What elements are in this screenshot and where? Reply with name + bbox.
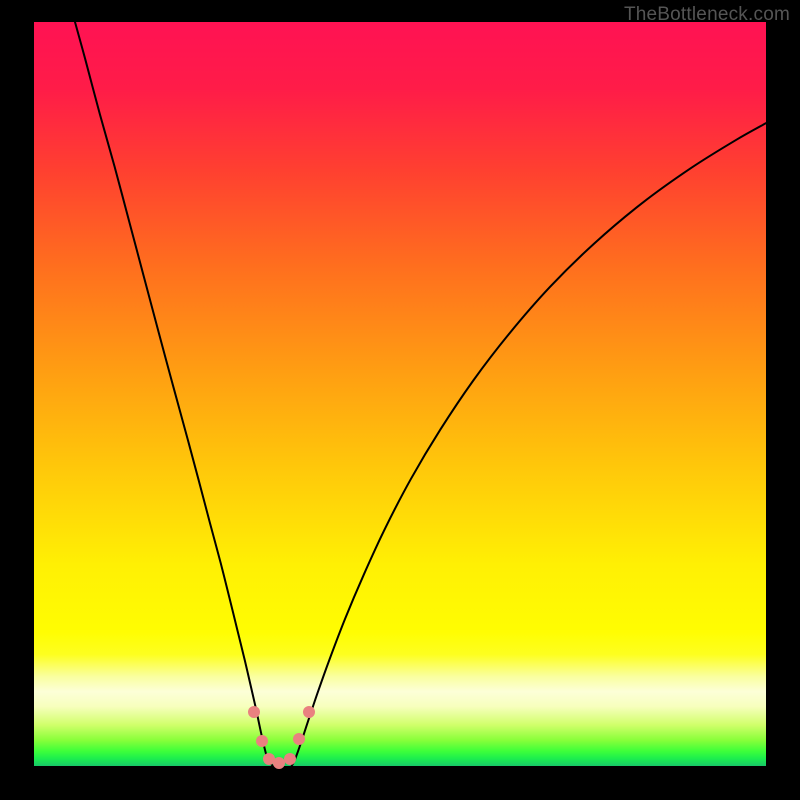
marker-dot [256, 735, 268, 747]
marker-dot [248, 706, 260, 718]
curves-layer [34, 22, 766, 766]
marker-dot [284, 753, 296, 765]
curve-right-branch [292, 123, 766, 766]
marker-dot [293, 733, 305, 745]
plot-area [34, 22, 766, 766]
curve-left-branch [75, 22, 273, 766]
marker-dot [303, 706, 315, 718]
watermark-text: TheBottleneck.com [624, 4, 790, 26]
